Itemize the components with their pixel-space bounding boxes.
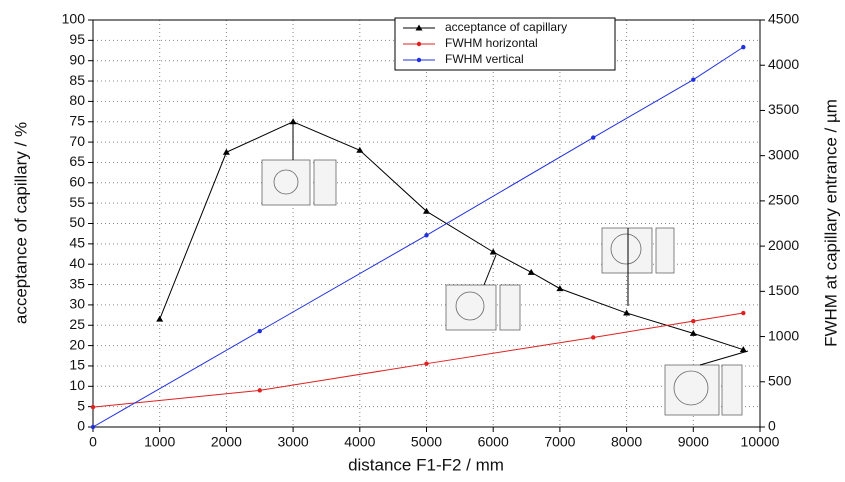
- y-tick-label: 60: [69, 174, 85, 190]
- series-line: [93, 313, 743, 407]
- y-tick-label: 25: [69, 316, 85, 332]
- y-tick-label: 100: [62, 11, 86, 27]
- x-tick-label: 3000: [278, 434, 309, 450]
- y2-tick-label: 500: [768, 372, 792, 388]
- marker: [424, 233, 428, 237]
- legend-label: acceptance of capillary: [445, 20, 567, 34]
- marker: [591, 135, 595, 139]
- y-tick-label: 50: [69, 214, 85, 230]
- marker: [258, 329, 262, 333]
- x-axis-title: distance F1-F2 / mm: [348, 455, 504, 474]
- x-tick-label: 0: [89, 434, 97, 450]
- marker: [91, 405, 95, 409]
- y2-tick-label: 4500: [768, 11, 799, 27]
- y-tick-label: 95: [69, 31, 85, 47]
- x-tick-label: 6000: [478, 434, 509, 450]
- y2-tick-label: 1500: [768, 282, 799, 298]
- marker: [91, 425, 95, 429]
- legend-label: FWHM vertical: [445, 52, 524, 66]
- y-tick-label: 30: [69, 296, 85, 312]
- x-tick-label: 8000: [611, 434, 642, 450]
- x-tick-label: 7000: [544, 434, 575, 450]
- y2-tick-label: 4000: [768, 56, 799, 72]
- y-tick-label: 10: [69, 377, 85, 393]
- y2-tick-label: 2000: [768, 237, 799, 253]
- x-tick-label: 1000: [144, 434, 175, 450]
- y-tick-label: 85: [69, 72, 85, 88]
- marker: [156, 316, 163, 322]
- x-tick-label: 5000: [411, 434, 442, 450]
- x-tick-label: 10000: [741, 434, 780, 450]
- y-tick-label: 35: [69, 275, 85, 291]
- x-tick-label: 2000: [211, 434, 242, 450]
- marker: [223, 149, 230, 155]
- y-tick-label: 70: [69, 133, 85, 149]
- marker: [741, 311, 745, 315]
- y2-tick-label: 0: [768, 418, 776, 434]
- legend-label: FWHM horizontal: [445, 36, 538, 50]
- marker: [556, 285, 563, 291]
- grid: [93, 20, 760, 427]
- marker: [691, 77, 695, 81]
- marker: [290, 118, 297, 124]
- y-tick-label: 75: [69, 112, 85, 128]
- y-tick-label: 15: [69, 357, 85, 373]
- marker: [424, 361, 428, 365]
- y-tick-label: 45: [69, 235, 85, 251]
- y-tick-label: 20: [69, 336, 85, 352]
- marker: [528, 269, 535, 275]
- marker: [591, 335, 595, 339]
- y2-tick-label: 3500: [768, 101, 799, 117]
- marker: [490, 248, 497, 254]
- marker: [417, 58, 421, 62]
- y2-tick-label: 2500: [768, 192, 799, 208]
- y-tick-label: 40: [69, 255, 85, 271]
- y2-tick-label: 1000: [768, 327, 799, 343]
- marker: [417, 42, 421, 46]
- y2-axis-title: FWHM at capillary entrance / µm: [821, 99, 840, 347]
- chart: distance F1-F2 / mm acceptance of capill…: [0, 0, 845, 482]
- marker: [691, 319, 695, 323]
- marker: [258, 388, 262, 392]
- y-tick-label: 5: [77, 397, 85, 413]
- y-tick-label: 65: [69, 153, 85, 169]
- y-tick-label: 0: [77, 418, 85, 434]
- y-tick-label: 55: [69, 194, 85, 210]
- x-tick-label: 9000: [678, 434, 709, 450]
- beam-insets: [262, 160, 742, 415]
- x-tick-label: 4000: [344, 434, 375, 450]
- marker: [741, 45, 745, 49]
- y-axis-title: acceptance of capillary / %: [11, 122, 30, 324]
- marker: [356, 147, 363, 153]
- y2-tick-label: 3000: [768, 146, 799, 162]
- y-tick-label: 80: [69, 92, 85, 108]
- y-tick-label: 90: [69, 51, 85, 67]
